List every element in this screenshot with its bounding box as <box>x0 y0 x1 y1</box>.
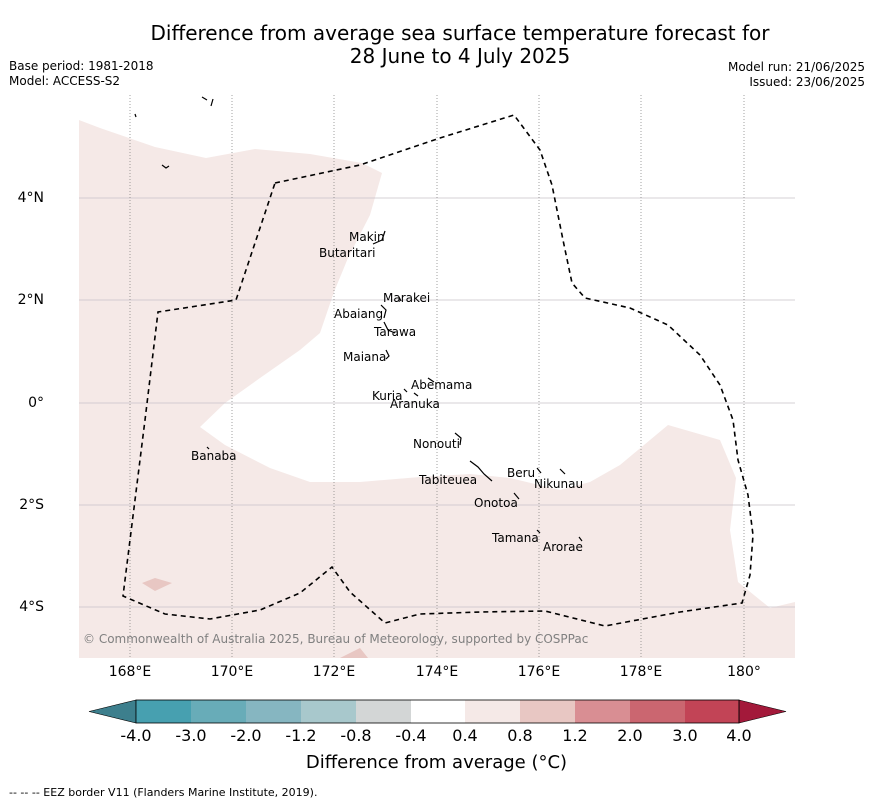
colorbar-segment-5 <box>356 700 411 723</box>
colorbar-tick-label: -3.0 <box>175 726 207 745</box>
latitude-label: 2°N <box>17 292 44 308</box>
anomaly-region-0-8-to-1-2-south <box>340 648 368 658</box>
colorbar-segment-11 <box>685 700 739 723</box>
longitude-label: 168°E <box>108 664 152 680</box>
colorbar-segment-4 <box>301 700 356 723</box>
island-label-banaba: Banaba <box>191 449 237 463</box>
colorbar-segment-9 <box>575 700 630 723</box>
island-label-maiana: Maiana <box>343 350 387 364</box>
base-period-text: Base period: 1981-2018 <box>9 59 154 73</box>
colorbar-tick-label: -4.0 <box>120 726 152 745</box>
map-title: Difference from average sea surface temp… <box>80 22 840 68</box>
colorbar-tick-label: 2.0 <box>617 726 643 745</box>
longitude-label: 170°E <box>210 664 254 680</box>
island-label-abaiang: Abaiang <box>334 307 384 321</box>
island-label-kuria: Kuria <box>372 389 403 403</box>
colorbar-tick-label: 0.4 <box>452 726 478 745</box>
title-line-2: 28 June to 4 July 2025 <box>349 44 571 68</box>
island-label-nonouti: Nonouti <box>413 437 460 451</box>
latitude-label: 4°S <box>19 599 44 615</box>
island-label-aranuka: Aranuka <box>390 397 440 411</box>
island-label-butaritari: Butaritari <box>319 246 376 260</box>
eez-border <box>122 114 754 627</box>
island-label-onotoa: Onotoa <box>474 496 518 510</box>
model-run-text: Model run: 21/06/2025 <box>727 60 865 74</box>
island-label-beru: Beru <box>507 466 536 480</box>
longitude-label: 176°E <box>517 664 561 680</box>
island-label-arorae: Arorae <box>543 540 583 554</box>
colorbar-segment-1 <box>136 700 191 723</box>
colorbar-tick-label: 4.0 <box>726 726 752 745</box>
colorbar-title: Difference from average (°C) <box>305 752 568 773</box>
longitude-label: 178°E <box>619 664 663 680</box>
latitude-label: 2°S <box>19 497 44 513</box>
colorbar-segment-6 <box>411 700 465 723</box>
colorbar-segment-7 <box>465 700 520 723</box>
title-line-1: Difference from average sea surface temp… <box>150 21 770 45</box>
colorbar <box>88 699 787 724</box>
colorbar-tick-label: 3.0 <box>672 726 698 745</box>
longitude-label: 172°E <box>312 664 356 680</box>
anomaly-region-0-8-to-1-2-west <box>142 578 172 591</box>
colorbar-segment-10 <box>630 700 685 723</box>
island-outlines <box>134 96 583 542</box>
island-label-makin: Makin <box>349 230 385 244</box>
base-period-info: Base period: 1981-2018 Model: ACCESS-S2 <box>9 59 154 89</box>
island-label-marakei: Marakei <box>383 291 431 305</box>
eez-legend-note: -- -- -- EEZ border V11 (Flanders Marine… <box>9 786 318 799</box>
island-label-abemama: Abemama <box>411 378 473 392</box>
longitude-label: 180° <box>727 664 761 680</box>
colorbar-tick-label: -2.0 <box>230 726 262 745</box>
longitude-label: 174°E <box>415 664 459 680</box>
colorbar-extend-high <box>738 699 787 724</box>
colorbar-segment-3 <box>246 700 301 723</box>
issued-text: Issued: 23/06/2025 <box>749 75 865 89</box>
model-run-info: Model run: 21/06/2025 Issued: 23/06/2025 <box>728 60 865 90</box>
island-label-tamana: Tamana <box>492 531 539 545</box>
colorbar-tick-label: -0.8 <box>340 726 372 745</box>
island-label-nikunau: Nikunau <box>534 477 584 491</box>
latitude-label: 4°N <box>17 190 44 206</box>
longitude-gridlines <box>129 95 745 658</box>
latitude-label: 0° <box>28 395 44 411</box>
island-label-tarawa: Tarawa <box>374 325 417 339</box>
colorbar-tick-label: 0.8 <box>507 726 533 745</box>
colorbar-tick-label: -0.4 <box>395 726 427 745</box>
anomaly-region-0-4-to-0-8 <box>79 120 795 658</box>
model-text: Model: ACCESS-S2 <box>9 74 121 88</box>
colorbar-segment-8 <box>520 700 575 723</box>
copyright-notice: © Commonwealth of Australia 2025, Bureau… <box>83 632 589 646</box>
colorbar-segment-2 <box>191 700 246 723</box>
colorbar-tick-label: 1.2 <box>562 726 588 745</box>
colorbar-tick-label: -1.2 <box>285 726 317 745</box>
colorbar-extend-low <box>88 699 137 724</box>
island-label-tabiteuea: Tabiteuea <box>419 473 478 487</box>
